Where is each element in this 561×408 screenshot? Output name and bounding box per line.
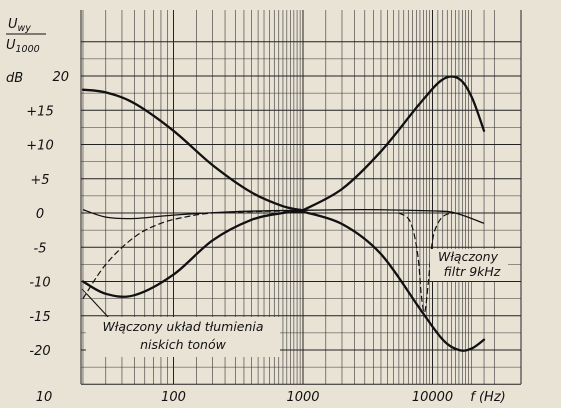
y-title-numerator-sub: wy — [18, 23, 32, 34]
series-line-4-thin — [82, 208, 485, 224]
x-tick-label: 10 — [36, 390, 53, 405]
y-tick-label: -10 — [29, 276, 50, 291]
series-line-1-thick — [301, 75, 486, 212]
y-tick-label: +5 — [30, 173, 49, 188]
y-unit-label: dB — [6, 71, 23, 86]
series-line-6-dashed — [398, 212, 456, 314]
series-line-2-thick — [81, 210, 305, 298]
y-title-denominator-sub: 1000 — [16, 44, 40, 55]
series-line-0-thick — [81, 88, 305, 212]
y-tick-label: 20 — [52, 70, 69, 85]
x-tick-labels: 10 100 1000 10000 — [36, 390, 453, 405]
annotation-bass-attenuation: Włączony układ tłumienia niskich tonów — [81, 288, 280, 357]
annotation-bass-background — [86, 317, 280, 357]
y-tick-labels: 20 +15 +10 +5 0 -5 -10 -15 -20 — [26, 70, 69, 359]
annotation-filter-background — [430, 249, 508, 281]
annotation-filter-line-1: Włączony — [438, 249, 499, 264]
svg-text:U1000: U1000 — [6, 38, 40, 55]
svg-text:Uwy: Uwy — [8, 17, 31, 34]
curves — [81, 75, 486, 352]
series-line-5-dashed — [82, 209, 304, 299]
x-tick-label: 100 — [161, 390, 186, 405]
x-unit-label: f (Hz) — [470, 390, 505, 405]
x-tick-label: 10000 — [412, 390, 453, 405]
y-axis-title: Uwy U1000 dB — [6, 17, 46, 86]
y-tick-label: 0 — [36, 207, 44, 222]
y-tick-label: -15 — [29, 310, 50, 325]
y-tick-label: +10 — [26, 139, 53, 154]
x-tick-label: 1000 — [286, 390, 319, 405]
y-tick-label: +15 — [26, 104, 53, 119]
y-title-denominator: U — [6, 38, 16, 53]
series-line-3-thick — [301, 210, 486, 352]
annotation-9khz-filter: Włączony filtr 9kHz — [430, 249, 508, 281]
annotation-filter-line-2: filtr 9kHz — [444, 264, 501, 279]
y-tick-label: -20 — [29, 344, 50, 359]
y-tick-label: -5 — [34, 241, 47, 256]
annotation-bass-line-2: niskich tonów — [140, 337, 227, 352]
annotation-bass-line-1: Włączony układ tłumienia — [102, 319, 263, 334]
y-title-numerator: U — [8, 17, 18, 32]
